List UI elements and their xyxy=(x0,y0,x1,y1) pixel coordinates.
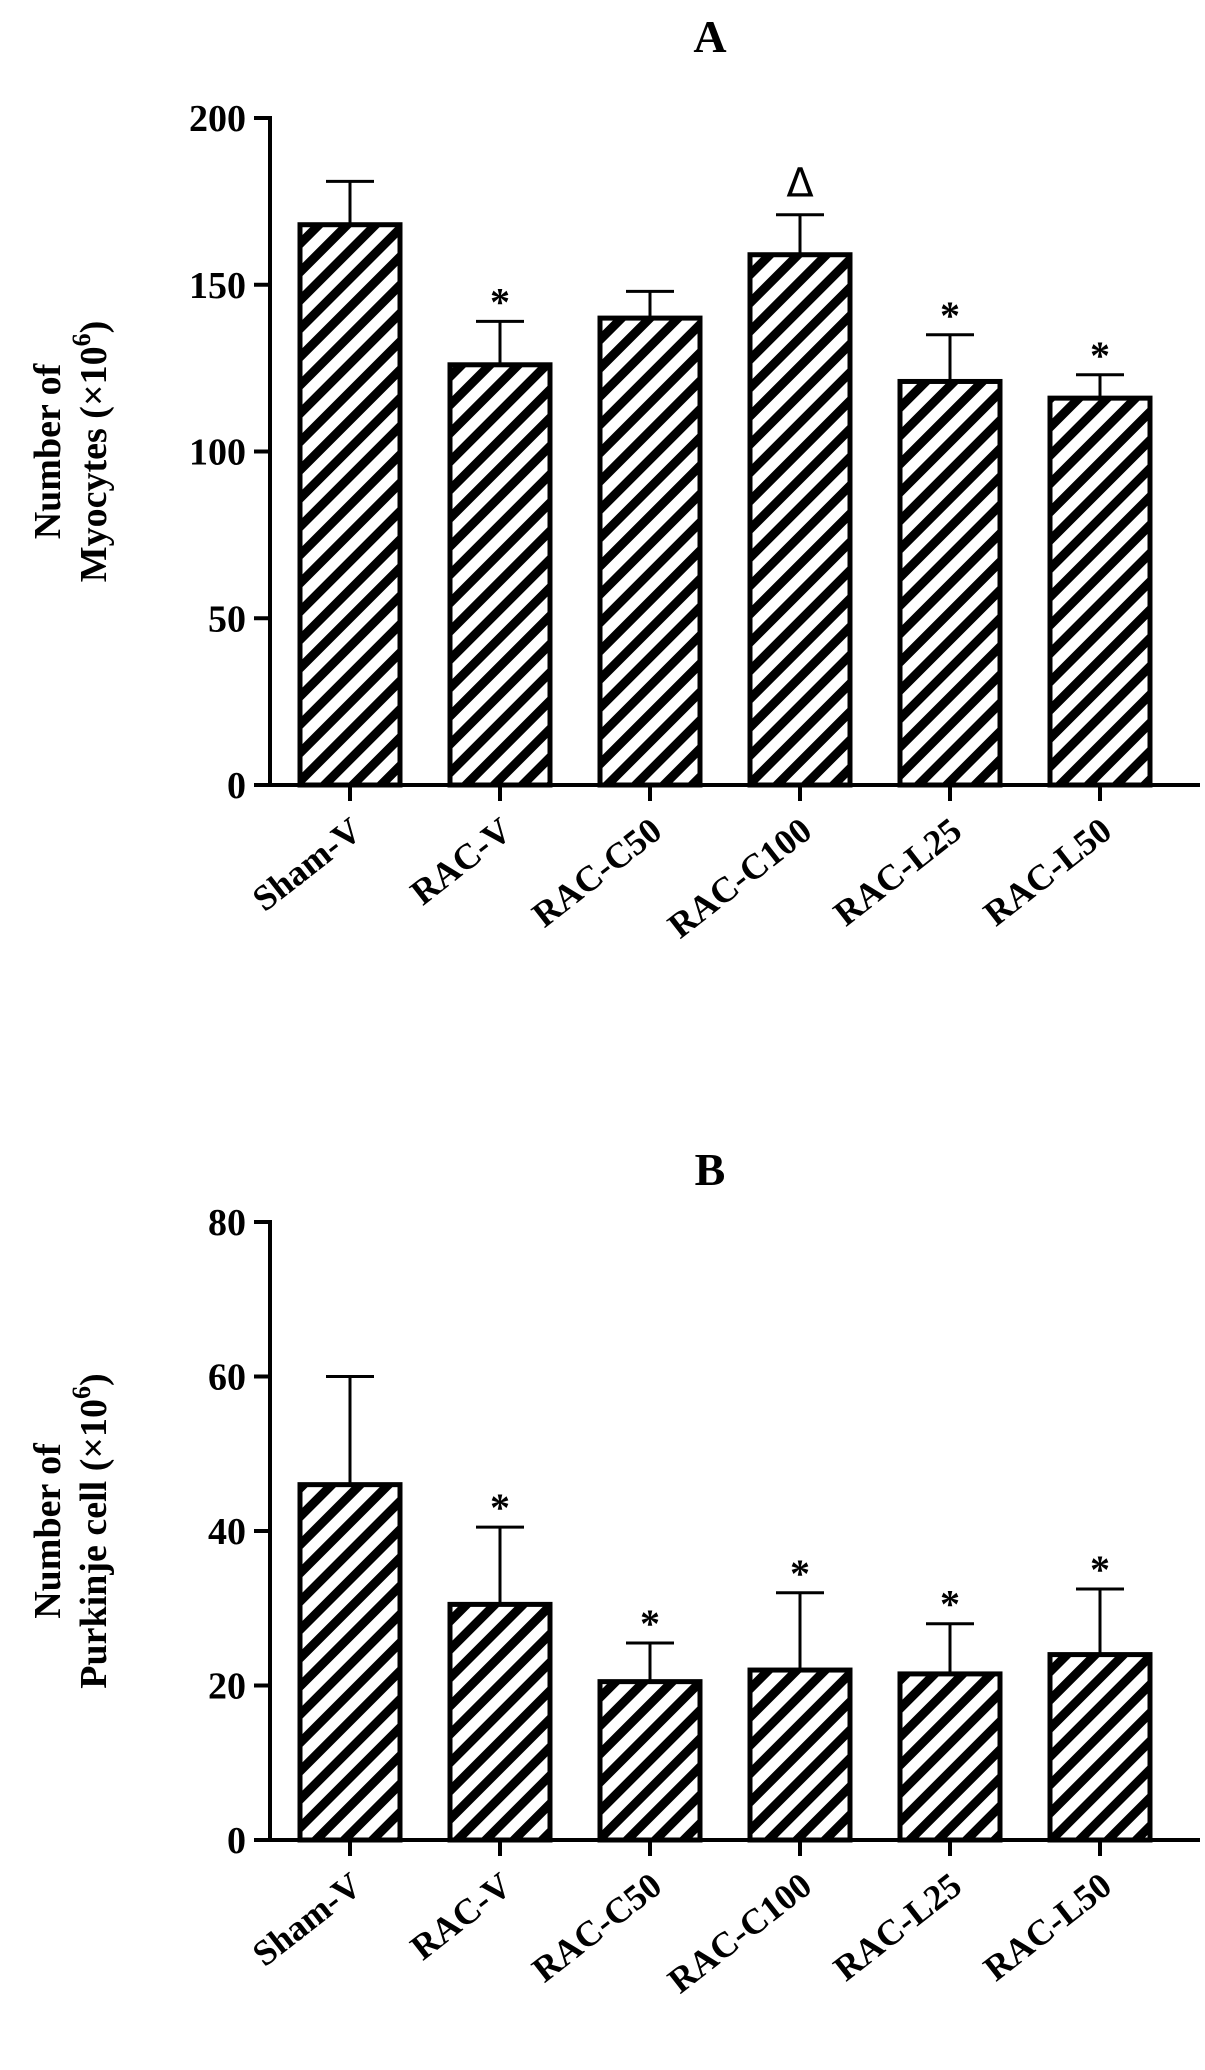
significance-delta: Δ xyxy=(786,161,814,207)
y-axis-label-close: ) xyxy=(73,321,115,334)
y-tick-label: 200 xyxy=(189,98,246,140)
significance-asterisk: * xyxy=(940,1582,960,1627)
y-axis-label-line1: Number of xyxy=(27,1442,69,1619)
bar-rac-l25 xyxy=(897,378,1003,788)
x-category-label: RAC-C100 xyxy=(660,810,819,946)
bar-sham-v xyxy=(297,222,403,788)
y-axis-label-exponent: 6 xyxy=(67,1386,96,1399)
y-tick-label: 60 xyxy=(208,1357,246,1399)
y-tick-label: 80 xyxy=(208,1202,246,1244)
bar-rac-l50 xyxy=(1047,395,1153,788)
significance-asterisk: * xyxy=(640,1601,660,1646)
bar-rac-v xyxy=(447,362,553,788)
significance-asterisk: * xyxy=(940,293,960,338)
y-axis-label-exponent: 6 xyxy=(67,333,96,346)
significance-asterisk: * xyxy=(1090,1547,1110,1592)
chart-title: A xyxy=(693,11,726,62)
y-axis-label-line1: Number of xyxy=(27,362,69,539)
x-category-label: RAC-V xyxy=(403,810,519,913)
significance-asterisk: * xyxy=(790,1551,810,1596)
bar-rac-c50 xyxy=(597,1679,703,1843)
bar-sham-v xyxy=(297,1482,403,1843)
y-tick-label: 50 xyxy=(208,598,246,640)
bar-rac-c100 xyxy=(747,252,853,788)
y-axis-label-close: ) xyxy=(73,1373,115,1386)
chart-title: B xyxy=(695,1144,726,1195)
bar-rac-l50 xyxy=(1047,1652,1153,1843)
bar-rac-l25 xyxy=(897,1671,1003,1843)
y-tick-label: 20 xyxy=(208,1666,246,1708)
y-axis-label: Number of Purkinje cell (×106) xyxy=(27,1373,115,1688)
significance-asterisk: * xyxy=(490,1485,510,1530)
x-category-label: Sham-V xyxy=(245,1865,369,1974)
y-axis-label: Number of Myocytes (×106) xyxy=(27,321,115,583)
bar-rac-c100 xyxy=(747,1667,853,1843)
y-tick-label: 100 xyxy=(189,432,246,474)
y-axis-label-line2: Myocytes (×10 xyxy=(73,346,115,582)
x-category-label: RAC-C50 xyxy=(525,1865,669,1990)
significance-asterisk: * xyxy=(1090,333,1110,378)
x-category-label: RAC-V xyxy=(403,1865,519,1968)
x-category-label: RAC-C100 xyxy=(660,1865,819,2001)
x-category-label: Sham-V xyxy=(245,810,369,919)
y-tick-label: 0 xyxy=(227,1820,246,1862)
panel-a-chart: A 0 50 100 150 200 Number of Myocytes (×106) Sha… xyxy=(27,11,1200,946)
x-category-label: RAC-L50 xyxy=(976,1865,1119,1989)
bar-rac-v xyxy=(447,1601,553,1843)
y-tick-label: 40 xyxy=(208,1511,246,1553)
y-axis-label-line2: Purkinje cell (×10 xyxy=(73,1399,115,1689)
panel-b-chart: B 0 20 40 60 80 Number of Purkinje cell (×106) S… xyxy=(27,1144,1200,2001)
x-category-label: RAC-L25 xyxy=(826,1865,969,1989)
x-category-label: RAC-C50 xyxy=(525,810,669,935)
y-tick-label: 0 xyxy=(227,765,246,807)
bar-rac-c50 xyxy=(597,315,703,788)
significance-asterisk: * xyxy=(490,279,510,324)
x-category-label: RAC-L25 xyxy=(826,810,969,934)
x-category-label: RAC-L50 xyxy=(976,810,1119,934)
y-tick-label: 150 xyxy=(189,265,246,307)
